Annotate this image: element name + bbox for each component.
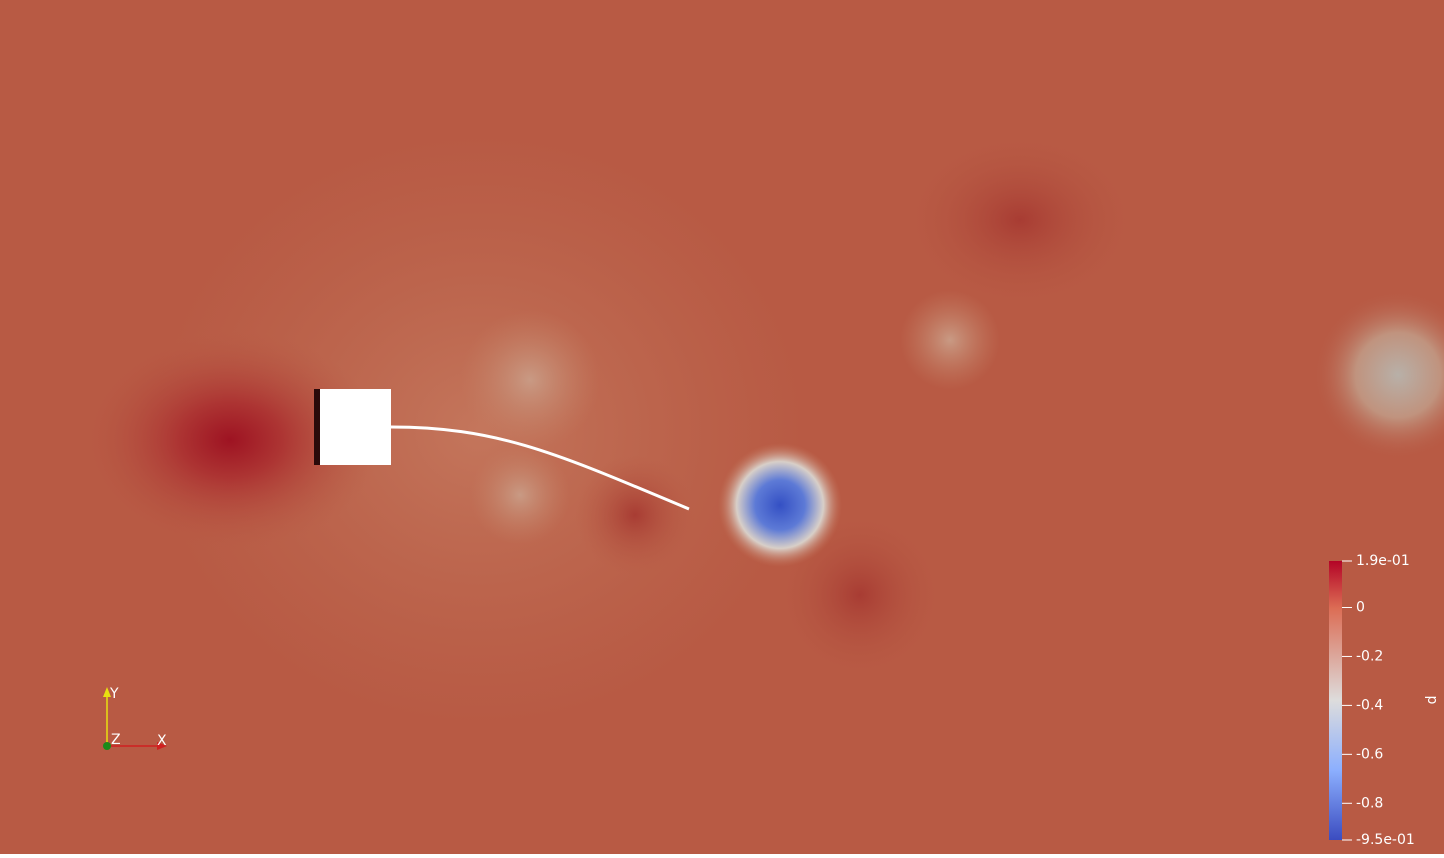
colorbar-title: p [1424, 696, 1440, 705]
colorbar-tick-label: -0.8 [1356, 795, 1383, 811]
colorbar-tick-label: -0.6 [1356, 746, 1383, 762]
colorbar-tick-label: -9.5e-01 [1356, 832, 1415, 848]
body-edge [314, 389, 321, 465]
colorbar-tick-label: -0.4 [1356, 697, 1383, 713]
flexible-plate [390, 425, 690, 511]
axis-label: X [157, 733, 167, 749]
colorbar: p 1.9e-01 0 -0.2 -0.4 -0.6 -0.8 -9.5e-01 [1329, 553, 1440, 848]
axis-label: Z [111, 732, 121, 748]
colorbar-tick-label: 0 [1356, 600, 1365, 616]
bluff-body [320, 389, 391, 465]
colorbar-tick-label: 1.9e-01 [1356, 553, 1410, 569]
colorbar-gradient [1329, 561, 1342, 840]
colorbar-tick-label: -0.2 [1356, 648, 1383, 664]
axes-glyph: Y Z X [103, 686, 167, 750]
axis-label: Y [109, 686, 119, 702]
